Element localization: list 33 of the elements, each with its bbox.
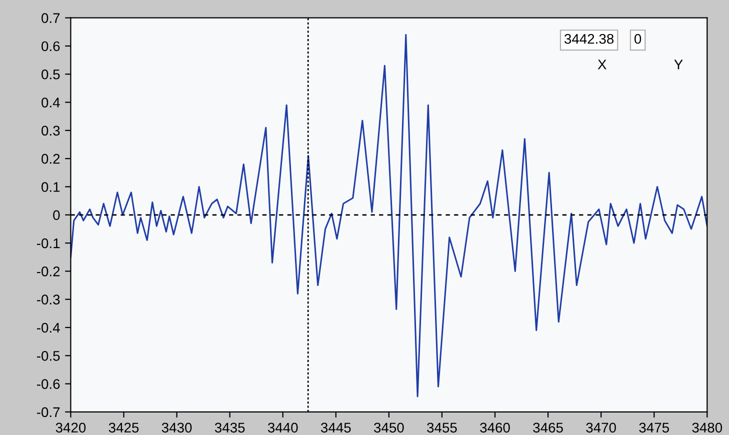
y-tick-label: -0.1: [36, 238, 60, 248]
y-tick-label: -0.6: [36, 379, 60, 389]
y-tick-label: 0.5: [42, 69, 60, 80]
annotation: 0: [634, 34, 642, 44]
y-tick-label: -0.2: [36, 266, 60, 276]
y-tick-label: -0.7: [36, 407, 60, 418]
annotation: Y: [674, 60, 683, 70]
x-tick-label: 3480: [692, 422, 722, 433]
y-tick-label: 0: [53, 210, 60, 220]
x-tick-label: 3470: [586, 422, 616, 433]
y-tick-label: 0.3: [42, 126, 60, 136]
x-tick-label: 3465: [533, 422, 563, 433]
y-tick-label: -0.3: [36, 294, 60, 305]
annotation: 3442.38: [564, 34, 614, 44]
x-tick-label: 3475: [639, 422, 669, 433]
x-tick-label: 3455: [427, 422, 457, 433]
x-tick-label: 3445: [320, 422, 351, 433]
annotation: X: [598, 60, 606, 70]
x-tick-label: 3420: [56, 422, 86, 433]
y-tick-label: 0.7: [42, 13, 60, 24]
y-tick-label: 0.1: [42, 182, 60, 192]
y-tick-label: 0.6: [42, 41, 60, 52]
x-tick-label: 3425: [108, 422, 139, 433]
y-tick-label: 0.4: [42, 98, 60, 108]
x-tick-label: 3430: [162, 422, 192, 433]
x-tick-label: 3440: [268, 422, 298, 433]
y-tick-label: 0.2: [42, 154, 60, 164]
line-series: [70, 34, 708, 398]
x-tick-label: 3460: [480, 422, 510, 433]
x-tick-label: 3435: [214, 422, 245, 433]
y-tick-label: -0.4: [36, 322, 60, 333]
y-tick-label: -0.5: [36, 350, 60, 361]
x-tick-label: 3450: [374, 422, 404, 433]
